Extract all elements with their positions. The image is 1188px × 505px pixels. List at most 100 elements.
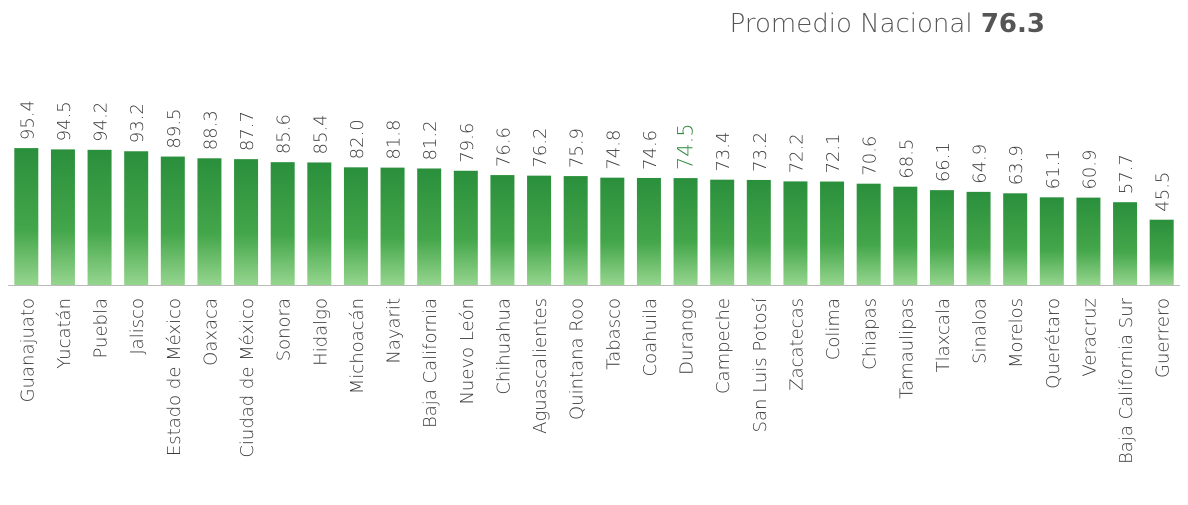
bar [1076,197,1101,285]
x-tick-label: Chiapas [860,298,881,370]
bar [1039,197,1064,285]
bar [636,177,661,285]
value-label: 88.3 [200,110,221,150]
value-label: 94.2 [91,102,112,142]
x-tick-label: Chihuahua [493,298,514,395]
value-label: 70.6 [860,136,881,176]
bar [1149,219,1174,285]
bar [929,190,954,285]
bar [307,162,332,285]
x-tick-label: Zacatecas [786,298,807,391]
value-label: 60.9 [1079,150,1100,190]
x-tick-label: Michoacán [347,298,368,394]
bar [1113,202,1138,285]
value-label: 57.7 [1116,154,1137,194]
annotation-label: Promedio Nacional [730,9,973,39]
value-label: 72.1 [823,133,844,173]
x-tick-label: Nayarit [384,298,405,364]
value-label: 63.9 [1006,145,1027,185]
bar [783,181,808,285]
value-label: 76.6 [493,127,514,167]
bar [966,191,991,285]
bar [746,179,771,285]
value-label: 73.4 [713,132,734,172]
value-label: 75.9 [567,128,588,168]
bar [673,178,698,285]
x-tick-label: Oaxaca [200,298,221,366]
x-tick-label: Jalisco [127,298,148,355]
value-label: 74.5 [674,123,698,170]
value-label: 95.4 [17,100,38,140]
x-tick-label: Yucatán [54,298,75,369]
x-tick-label: Sonora [274,298,295,361]
bar [527,175,552,285]
bar [1003,193,1028,285]
x-tick-label: Coahuila [640,298,661,376]
x-tick-label: Estado de México [164,298,185,456]
value-label: 79.6 [457,123,478,163]
value-label: 66.1 [933,142,954,182]
x-tick-label: Veracruz [1079,298,1100,377]
bar [856,183,881,285]
value-label: 45.5 [1153,172,1174,212]
bar [820,181,845,285]
bar [50,149,75,285]
value-label: 76.2 [530,128,551,168]
bar [234,159,259,285]
x-tick-label: Baja California [420,298,441,428]
x-tick-label: Ciudad de México [237,298,258,458]
x-tick-label: Guerrero [1153,298,1174,378]
value-label: 89.5 [164,108,185,148]
bar [710,179,735,285]
x-tick-label: Tamaulipas [896,298,917,399]
bar [600,177,625,285]
x-tick-label: Quintana Roo [567,298,588,420]
value-label: 74.8 [603,130,624,170]
x-tick-label: Hidalgo [310,298,331,366]
value-label: 93.2 [127,103,148,143]
x-tick-label: Aguascalientes [530,298,551,434]
value-label: 72.2 [786,133,807,173]
bar [124,151,149,285]
x-tick-label: Colima [823,298,844,360]
x-tick-label: San Luis Potosí [750,298,771,432]
value-label: 68.5 [896,139,917,179]
bar [417,168,442,285]
x-tick-label: Guanajuato [17,298,38,402]
value-label: 87.7 [237,111,258,151]
bar [563,176,588,285]
bar [893,186,918,285]
x-tick-label: Querétaro [1043,298,1064,389]
value-label: 81.8 [384,120,405,160]
x-tick-label: Baja California Sur [1116,297,1137,464]
bar [197,158,222,285]
bar [380,167,405,285]
bar [343,167,368,285]
value-label: 82.0 [347,119,368,159]
x-tick-label: Tabasco [603,298,624,370]
x-tick-label: Morelos [1006,298,1027,368]
value-label: 81.2 [420,120,441,160]
bar [14,148,39,285]
value-label: 61.1 [1043,149,1064,189]
value-label: 73.2 [750,132,771,172]
bar [490,175,515,285]
bar [87,149,112,285]
x-tick-label: Nuevo León [457,298,478,405]
value-label: 94.5 [54,101,75,141]
x-tick-label: Durango [677,298,698,375]
value-label: 85.6 [274,114,295,154]
x-tick-label: Campeche [713,298,734,394]
bar [453,170,478,285]
annotation: Promedio Nacional 76.3 [730,9,1045,39]
x-tick-label: Sinaloa [970,298,991,364]
value-label: 64.9 [970,144,991,184]
x-tick-label: Puebla [91,298,112,358]
annotation-value: 76.3 [981,9,1045,39]
bar [160,156,185,285]
value-label: 85.4 [310,114,331,154]
x-tick-label: Tlaxcala [933,298,954,372]
bar [270,162,295,285]
value-label: 74.6 [640,130,661,170]
